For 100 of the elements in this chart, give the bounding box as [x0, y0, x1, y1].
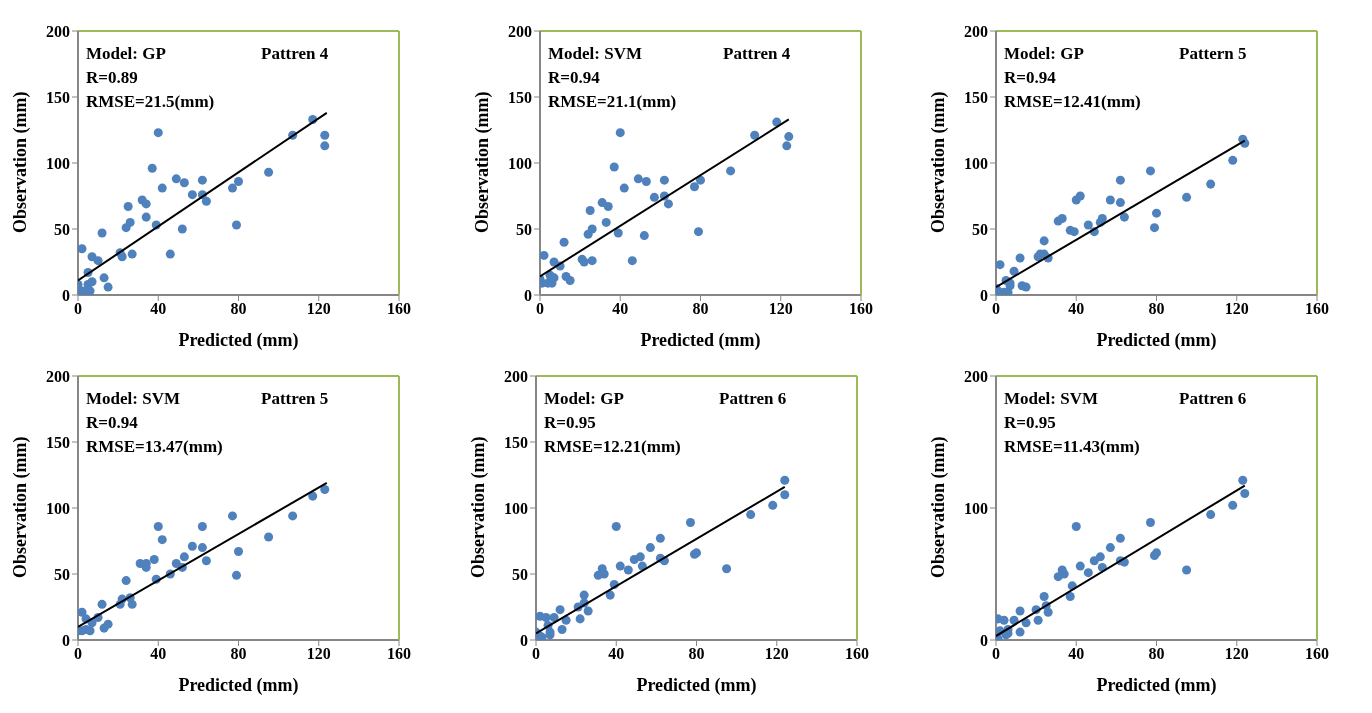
annotation: RMSE=21.5(mm)	[86, 92, 215, 112]
x-tick-label: 160	[1305, 645, 1329, 663]
point	[1115, 533, 1125, 543]
point	[171, 558, 181, 568]
x-tick-label: 120	[306, 645, 331, 663]
point	[635, 552, 645, 562]
point	[722, 564, 732, 574]
annotation: Pattren 6	[1179, 389, 1247, 409]
y-axis-title: Observation (mm)	[928, 436, 950, 578]
point	[555, 605, 565, 615]
annotation: R=0.89	[86, 68, 138, 88]
point	[125, 217, 135, 227]
x-tick-label: 0	[74, 645, 82, 663]
point	[587, 224, 597, 234]
x-tick-label: 80	[1148, 645, 1165, 663]
y-tick-label: 100	[964, 499, 988, 517]
point	[540, 250, 549, 260]
point	[147, 163, 157, 173]
point	[768, 500, 778, 510]
point	[187, 541, 197, 551]
annotation: Model: GP	[1004, 44, 1084, 64]
point	[197, 543, 207, 553]
point	[1065, 591, 1075, 601]
point	[127, 599, 137, 609]
point	[1206, 510, 1216, 520]
y-tick-label: 150	[504, 433, 528, 451]
point	[649, 192, 659, 202]
point	[233, 176, 244, 186]
point	[117, 252, 127, 262]
point	[1228, 500, 1238, 510]
point	[1015, 606, 1025, 616]
point	[1149, 223, 1160, 233]
x-axis-title: Predicted (mm)	[640, 330, 761, 351]
point	[726, 166, 736, 176]
point	[1119, 212, 1129, 222]
point	[121, 576, 131, 586]
annotation: Pattren 5	[261, 389, 329, 409]
x-tick-label: 160	[849, 300, 873, 318]
point	[308, 491, 318, 501]
x-tick-label: 120	[764, 645, 789, 663]
y-tick-label: 0	[980, 631, 988, 649]
point	[227, 511, 237, 521]
annotation: RMSE=11.43(mm)	[1004, 437, 1140, 457]
point	[87, 277, 97, 287]
point	[780, 490, 790, 500]
x-tick-label: 160	[387, 300, 411, 318]
x-tick-label: 40	[608, 645, 625, 663]
point	[97, 599, 107, 609]
y-tick-label: 100	[46, 499, 70, 517]
y-tick-label: 100	[964, 154, 988, 172]
x-tick-label: 120	[306, 300, 331, 318]
point	[693, 227, 704, 237]
point	[1033, 615, 1043, 625]
point	[93, 256, 103, 266]
point	[575, 614, 585, 624]
point	[177, 224, 187, 234]
point	[187, 190, 197, 200]
point	[1083, 568, 1093, 578]
point	[1206, 179, 1216, 189]
x-axis-title: Predicted (mm)	[1096, 675, 1217, 696]
point	[1057, 213, 1067, 223]
point	[609, 162, 619, 172]
point	[685, 518, 695, 528]
y-tick-label: 100	[504, 499, 528, 517]
point	[1039, 236, 1049, 246]
point	[583, 606, 593, 616]
x-tick-label: 0	[992, 300, 1000, 318]
x-tick-label: 80	[692, 300, 709, 318]
x-tick-label: 120	[1224, 300, 1249, 318]
point	[689, 182, 699, 192]
annotation: Pattren 4	[723, 44, 791, 64]
point	[153, 128, 163, 138]
x-tick-label: 120	[1224, 645, 1249, 663]
point	[613, 228, 623, 238]
point	[996, 260, 1005, 270]
point	[615, 128, 625, 138]
point	[1095, 552, 1105, 562]
point	[1071, 521, 1081, 531]
annotation: Pattren 4	[261, 44, 329, 64]
annotation: Pattren 6	[719, 389, 787, 409]
y-tick-label: 200	[46, 22, 70, 40]
y-tick-label: 100	[46, 154, 70, 172]
point	[1115, 198, 1125, 208]
y-tick-label: 50	[516, 220, 532, 238]
point	[197, 521, 207, 531]
point	[157, 535, 167, 545]
y-tick-label: 150	[46, 88, 70, 106]
point	[227, 183, 237, 193]
point	[1075, 561, 1085, 571]
annotation: RMSE=12.41(mm)	[1004, 92, 1141, 112]
point	[127, 249, 137, 259]
point	[231, 220, 242, 230]
point	[559, 237, 569, 247]
x-tick-label: 80	[688, 645, 705, 663]
point	[171, 174, 181, 184]
y-tick-label: 0	[62, 631, 70, 649]
point	[320, 141, 330, 151]
x-tick-label: 40	[612, 300, 629, 318]
point	[611, 521, 621, 531]
point	[1145, 518, 1155, 528]
